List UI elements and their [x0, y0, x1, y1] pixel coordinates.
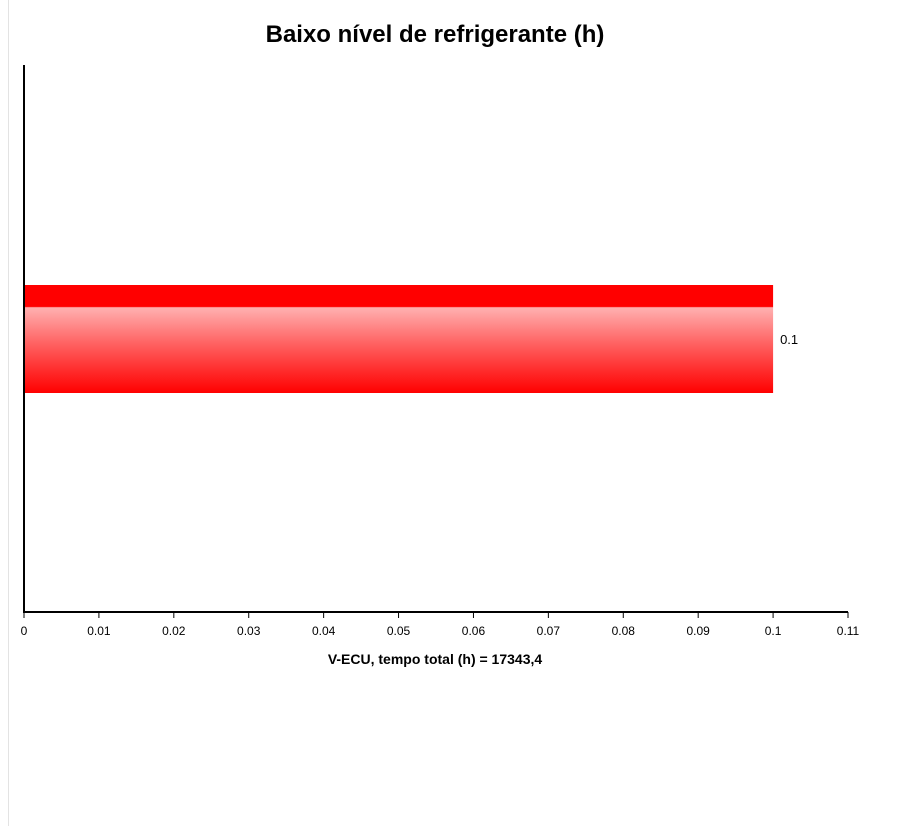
x-tick-label: 0	[21, 624, 28, 638]
x-tick-label: 0.06	[462, 624, 486, 638]
x-tick-label: 0.03	[237, 624, 261, 638]
bar	[24, 285, 774, 393]
x-tick-label: 0.09	[687, 624, 711, 638]
page-left-border	[8, 0, 9, 826]
x-tick-label: 0.11	[837, 624, 860, 638]
x-tick-label: 0.04	[312, 624, 336, 638]
x-tick-label: 0.02	[162, 624, 186, 638]
x-tick-label: 0.07	[537, 624, 561, 638]
x-tick-label: 0.08	[612, 624, 636, 638]
x-tick-label: 0.1	[765, 624, 782, 638]
chart-title: Baixo nível de refrigerante (h)	[266, 21, 605, 48]
bar-data-label: 0.1	[780, 332, 798, 347]
x-tick-label: 0.01	[87, 624, 111, 638]
plot-area: 0.1 0 0.01 0.02 0.03 0.04 0.05 0.06 0.07 0.08 0.09…	[21, 65, 860, 638]
x-axis-label: V-ECU, tempo total (h) = 17343,4	[328, 651, 543, 667]
x-tick-label: 0.05	[387, 624, 411, 638]
